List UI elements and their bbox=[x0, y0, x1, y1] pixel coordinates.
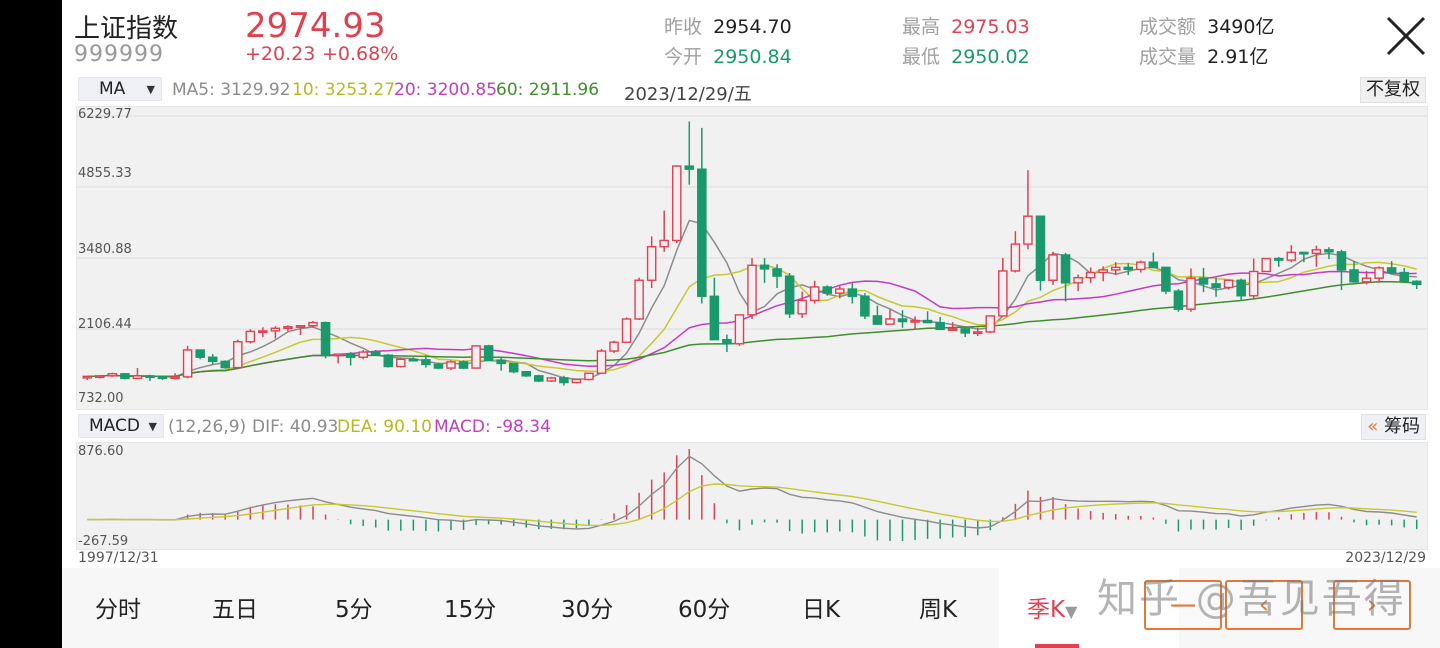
stat-volume: 成交量 2.91亿 bbox=[1139, 42, 1268, 69]
index-name: 上证指数 bbox=[74, 14, 179, 44]
stat-open: 今开 2950.84 bbox=[664, 42, 792, 69]
chips-label: 筹码 bbox=[1384, 416, 1420, 437]
prev-button[interactable]: ‹ bbox=[1225, 580, 1303, 630]
stat-value: 2950.84 bbox=[713, 46, 792, 68]
index-code: 999999 bbox=[74, 42, 164, 67]
tab-15min[interactable]: 15分 bbox=[444, 597, 497, 623]
y-tick-label: 4855.33 bbox=[78, 166, 132, 181]
caret-down-icon: ▼ bbox=[148, 419, 157, 433]
dea-legend: DEA: 90.10 bbox=[337, 417, 432, 437]
stat-high: 最高 2975.03 bbox=[902, 12, 1030, 39]
collapse-button[interactable]: 一 bbox=[1144, 580, 1222, 630]
stat-label: 昨收 bbox=[664, 16, 703, 38]
adjust-mode-button[interactable]: 不复权 bbox=[1360, 77, 1426, 103]
price-change-pct: +0.68% bbox=[322, 43, 399, 65]
macd-indicator-select[interactable]: MACD ▼ bbox=[78, 414, 164, 438]
macd-select-label: MACD bbox=[89, 416, 140, 436]
ma20-legend: 20: 3200.85 bbox=[394, 80, 498, 100]
y-tick-label: 6229.77 bbox=[78, 107, 132, 122]
kline-chart[interactable] bbox=[76, 106, 1428, 410]
stat-prev-close: 昨收 2954.70 bbox=[664, 12, 792, 39]
caret-down-icon: ▼ bbox=[1065, 602, 1078, 621]
stat-value: 2950.02 bbox=[951, 46, 1030, 68]
price-change: +20.23 bbox=[245, 43, 316, 65]
stat-label: 最低 bbox=[902, 46, 941, 68]
macd-params: (12,26,9) bbox=[168, 417, 247, 437]
chevron-right-icon: › bbox=[1366, 590, 1378, 620]
kline-screen: 上证指数 999999 2974.93 +20.23 +0.68% 昨收 295… bbox=[62, 0, 1440, 648]
tab-quarterly-k[interactable]: 季K▼ bbox=[1027, 590, 1077, 624]
tab-30min[interactable]: 30分 bbox=[561, 597, 614, 623]
close-icon bbox=[1386, 16, 1426, 56]
macd-top-label: 876.60 bbox=[78, 444, 124, 459]
crosshair-date: 2023/12/29/五 bbox=[624, 84, 752, 105]
ma10-legend: 10: 3253.27 bbox=[292, 80, 396, 100]
close-button[interactable] bbox=[1384, 14, 1428, 58]
ma60-legend: 60: 2911.96 bbox=[496, 80, 600, 100]
next-button[interactable]: › bbox=[1333, 580, 1411, 630]
current-price: 2974.93 bbox=[245, 6, 386, 46]
y-tick-label: 732.00 bbox=[78, 391, 124, 406]
y-tick-label: 2106.44 bbox=[78, 317, 132, 332]
period-tabs: 分时 五日 5分 15分 30分 60分 日K 周K 季K▼ bbox=[62, 568, 1440, 648]
macd-chart[interactable] bbox=[76, 442, 1428, 550]
active-tab-indicator bbox=[1035, 644, 1079, 648]
stat-value: 2954.70 bbox=[713, 16, 792, 38]
tab-label: 季K bbox=[1027, 597, 1066, 623]
ma5-legend: MA5: 3129.92 bbox=[172, 80, 291, 100]
tab-weekly-k[interactable]: 周K bbox=[919, 597, 958, 623]
stat-label: 今开 bbox=[664, 46, 703, 68]
tab-60min[interactable]: 60分 bbox=[678, 597, 731, 623]
macd-plot bbox=[87, 449, 1418, 541]
chips-button[interactable]: « 筹码 bbox=[1361, 414, 1426, 440]
ma-select-label: MA bbox=[99, 79, 126, 99]
dif-legend: DIF: 40.93 bbox=[252, 417, 339, 437]
stat-label: 成交额 bbox=[1139, 16, 1197, 38]
double-chevron-left-icon: « bbox=[1367, 416, 1379, 437]
stat-label: 最高 bbox=[902, 16, 941, 38]
tab-5min[interactable]: 5分 bbox=[335, 597, 373, 623]
macd-bottom-label: -267.59 bbox=[78, 534, 129, 549]
tab-intraday[interactable]: 分时 bbox=[95, 597, 141, 623]
minus-icon: 一 bbox=[1169, 592, 1196, 623]
date-start-label: 1997/12/31 bbox=[78, 550, 159, 566]
stat-turnover: 成交额 3490亿 bbox=[1139, 12, 1274, 39]
tab-five-day[interactable]: 五日 bbox=[212, 597, 258, 623]
tab-daily-k[interactable]: 日K bbox=[802, 597, 841, 623]
macd-legend: MACD: -98.34 bbox=[434, 417, 551, 437]
stat-value: 2975.03 bbox=[951, 16, 1030, 38]
stat-label: 成交量 bbox=[1139, 46, 1197, 68]
date-end-label: 2023/12/29 bbox=[1345, 550, 1426, 566]
chevron-left-icon: ‹ bbox=[1258, 590, 1270, 620]
y-tick-label: 3480.88 bbox=[78, 242, 132, 257]
caret-down-icon: ▼ bbox=[146, 82, 155, 96]
stat-low: 最低 2950.02 bbox=[902, 42, 1030, 69]
candlestick-plot bbox=[77, 115, 1427, 386]
stat-value: 3490亿 bbox=[1207, 16, 1275, 38]
stat-value: 2.91亿 bbox=[1207, 46, 1269, 68]
ma-indicator-select[interactable]: MA ▼ bbox=[78, 77, 162, 101]
